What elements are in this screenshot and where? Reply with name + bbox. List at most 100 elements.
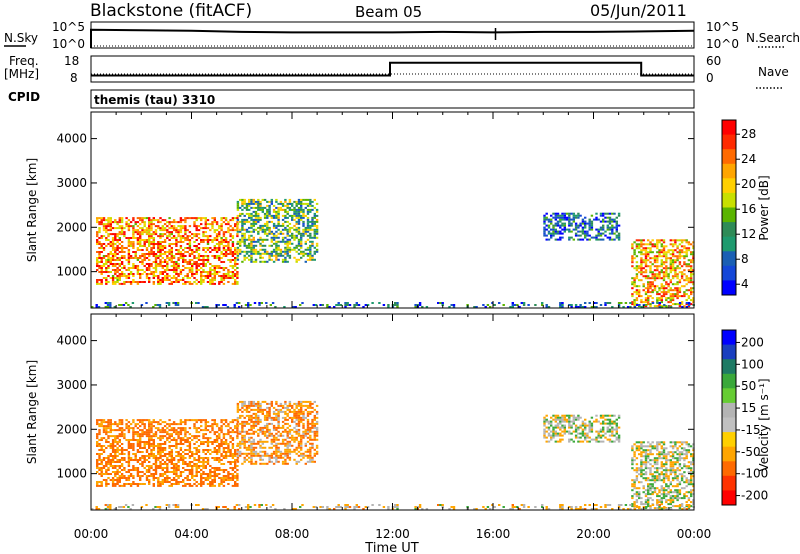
echo-cell [134,483,137,485]
echo-cell [653,261,657,264]
echo-cell [644,287,648,290]
echo-cell [593,438,596,441]
echo-cell [163,449,167,451]
echo-cell [357,304,361,306]
freq-panel-frame [90,55,695,83]
echo-cell [96,453,99,455]
echo-cell [170,281,173,283]
echo-cell [227,471,230,473]
echo-cell [554,418,557,421]
echo-cell [231,229,235,232]
echo-cell [114,453,117,455]
echo-cell [615,234,618,237]
echo-cell [635,245,639,248]
echo-cell [96,261,99,263]
echo-cell [608,438,612,441]
echo-cell [229,431,232,434]
echo-cell [148,221,151,224]
echo-cell [584,434,587,437]
echo-cell [202,239,205,241]
echo-cell [161,273,164,275]
echo-cell [683,269,686,272]
echo-cell [98,267,101,269]
echo-cell [125,259,128,261]
echo-cell [143,445,146,447]
echo-cell [195,273,198,275]
echo-cell [220,427,223,430]
echo-cell [272,412,276,415]
echo-cell [184,477,187,479]
echo-cell [662,279,666,282]
echo-cell [662,271,666,274]
echo-cell [306,222,310,225]
echo-cell [193,465,196,467]
echo-cell [127,447,131,449]
echo-cell [136,469,140,471]
echo-cell [309,208,312,211]
echo-cell [259,260,262,263]
echo-cell [100,269,103,271]
echo-cell [286,212,289,215]
echo-cell [663,304,666,306]
echo-cell [554,238,557,241]
echo-cell [680,285,684,288]
echo-cell [184,431,187,434]
echo-cell [241,228,244,231]
echo-cell [315,416,319,419]
echo-cell [286,444,289,447]
echo-cell [168,253,171,255]
echo-cell [116,481,119,483]
echo-cell [284,416,287,419]
echo-cell [116,465,119,467]
echo-cell [599,234,603,237]
echo-cell [96,471,99,473]
echo-cell [213,421,216,424]
echo-cell [197,259,201,261]
echo-cell [239,430,242,433]
echo-cell [157,479,160,481]
echo-cell [218,457,221,459]
y-tick-label: 4000 [56,132,87,146]
echo-cell [204,265,207,267]
echo-cell [184,281,187,283]
echo-cell [127,469,131,471]
echo-cell [602,420,605,423]
echo-cell [656,273,659,276]
echo-cell [222,433,226,436]
echo-cell [288,248,292,251]
echo-cell [669,259,672,262]
echo-cell [685,277,688,280]
echo-cell [107,255,110,257]
echo-cell [313,460,316,463]
echo-cell [204,231,207,234]
echo-cell [100,245,103,247]
echo-cell [550,234,553,237]
echo-cell [254,248,258,251]
echo-cell [556,422,560,425]
echo-cell [638,251,641,254]
echo-cell [215,423,219,426]
echo-cell [134,237,137,239]
echo-cell [159,461,162,463]
echo-cell [120,435,124,438]
echo-cell [182,249,185,251]
echo-cell [300,200,303,203]
echo-cell [656,277,659,280]
echo-cell [286,406,289,409]
echo-cell [111,227,115,230]
echo-cell [522,302,526,304]
echo-cell [170,243,173,245]
echo-cell [667,249,670,252]
echo-cell [98,241,101,243]
echo-cell [302,198,305,201]
echo-cell [170,423,173,426]
echo-cell [152,484,155,487]
echo-cell [243,430,246,433]
echo-cell [288,230,292,233]
echo-cell [295,418,298,421]
echo-cell [184,227,187,230]
echo-cell [640,261,643,264]
echo-cell [209,235,212,238]
echo-cell [105,481,108,483]
echo-cell [676,267,679,270]
